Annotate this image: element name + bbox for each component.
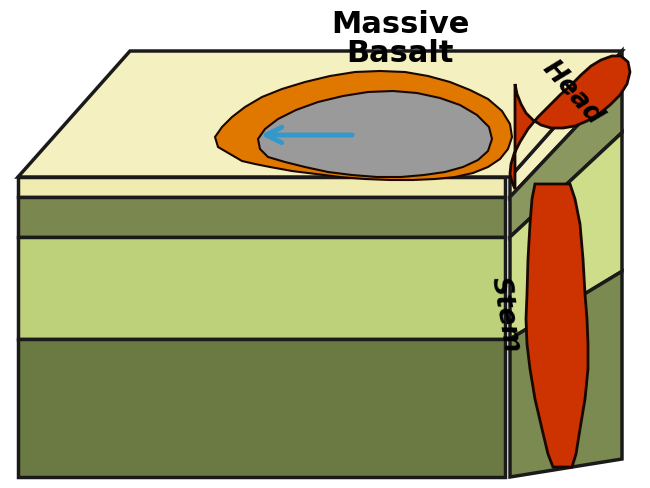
- Polygon shape: [18, 198, 505, 238]
- Polygon shape: [18, 178, 505, 198]
- Polygon shape: [526, 184, 588, 467]
- Polygon shape: [510, 272, 622, 477]
- Polygon shape: [510, 133, 622, 339]
- Polygon shape: [18, 238, 505, 339]
- Polygon shape: [510, 57, 630, 190]
- Polygon shape: [510, 79, 622, 238]
- Text: Massive
Basalt: Massive Basalt: [331, 10, 469, 68]
- Text: Stem: Stem: [486, 274, 525, 354]
- Polygon shape: [18, 52, 622, 178]
- Polygon shape: [18, 339, 505, 477]
- Polygon shape: [510, 52, 622, 198]
- Text: Head: Head: [537, 56, 607, 130]
- Polygon shape: [215, 72, 512, 181]
- Polygon shape: [258, 92, 492, 178]
